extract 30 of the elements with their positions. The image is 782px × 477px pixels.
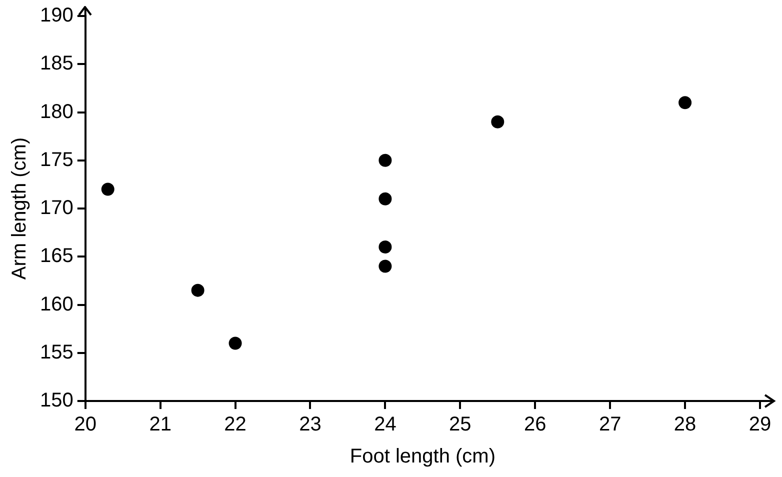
point	[491, 115, 504, 128]
point	[678, 96, 692, 110]
point	[378, 260, 392, 273]
x-tick-label: 29	[748, 414, 772, 436]
x-tick-label: 25	[449, 414, 472, 436]
y-tick-label: 170	[40, 197, 74, 220]
y-axis-title: Arm length (cm)	[8, 137, 31, 280]
y-tick-label: 160	[40, 293, 74, 316]
x-tick-label: 21	[149, 414, 172, 436]
point	[228, 336, 242, 350]
y-tick-label: 155	[40, 341, 74, 364]
x-tick-label: 27	[598, 414, 622, 436]
point	[101, 182, 114, 196]
point	[378, 192, 392, 206]
y-tick-label: 185	[40, 52, 74, 75]
x-tick-label: 28	[674, 414, 696, 436]
y-tick-label: 175	[40, 148, 74, 171]
point	[378, 240, 392, 254]
y-tick-label: 150	[40, 390, 74, 412]
x-tick-label: 26	[524, 414, 546, 436]
x-tick-label: 20	[74, 414, 96, 436]
x-tick-label: 23	[299, 414, 322, 436]
point	[191, 284, 204, 297]
y-tick-label: 180	[40, 100, 74, 123]
x-tick-label: 22	[224, 414, 246, 436]
x-axis-title: Foot length (cm)	[350, 446, 496, 468]
point	[378, 154, 392, 167]
x-tick-label: 24	[374, 414, 396, 436]
y-tick-label: 190	[40, 4, 74, 27]
y-tick-label: 165	[40, 245, 74, 268]
